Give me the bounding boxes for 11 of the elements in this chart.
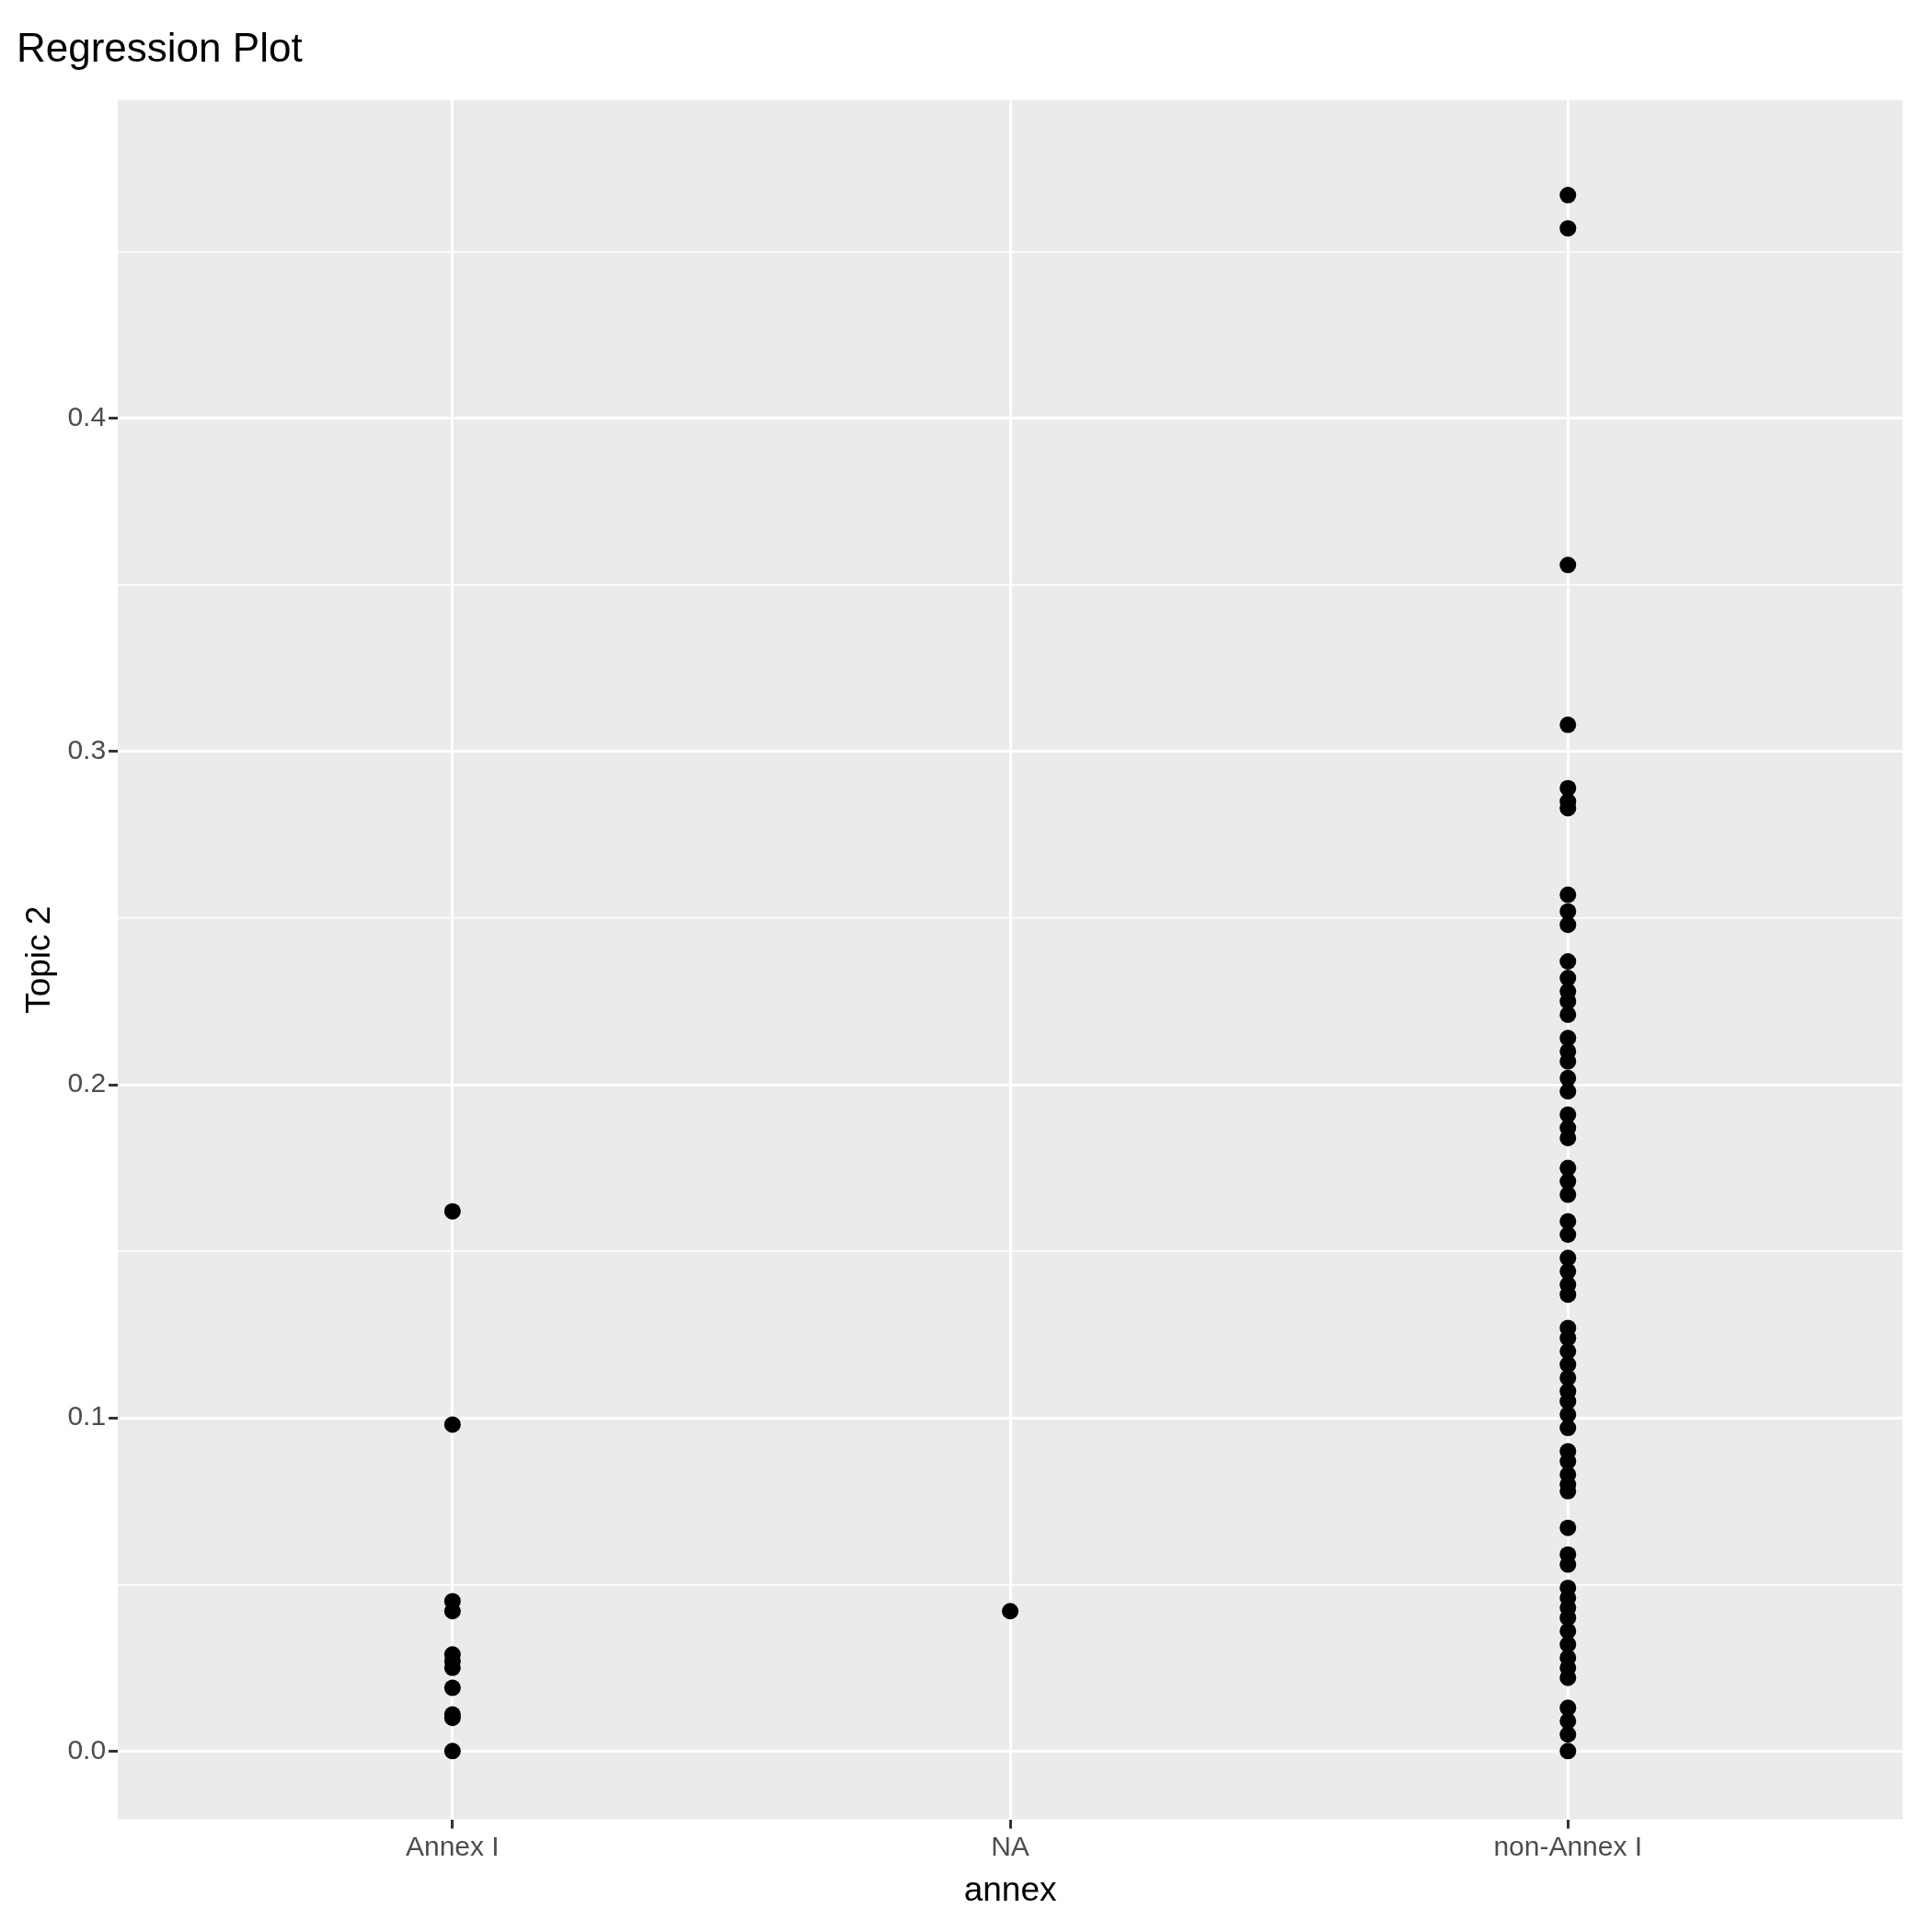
y-tick-label: 0.4 [67,400,107,431]
x-tick-label: non-Annex I [1493,1830,1643,1861]
y-tick-label: 0.1 [67,1400,107,1432]
x-tick-label: NA [991,1830,1029,1861]
y-axis-title: Topic 2 [19,905,58,1014]
x-axis-title: annex [963,1870,1057,1908]
y-tick-label: 0.0 [67,1733,107,1765]
y-tick-label: 0.2 [67,1067,107,1098]
x-tick-label: Annex I [405,1830,500,1861]
chart-title: Regression Plot [17,24,303,70]
y-tick-label: 0.3 [67,734,107,765]
